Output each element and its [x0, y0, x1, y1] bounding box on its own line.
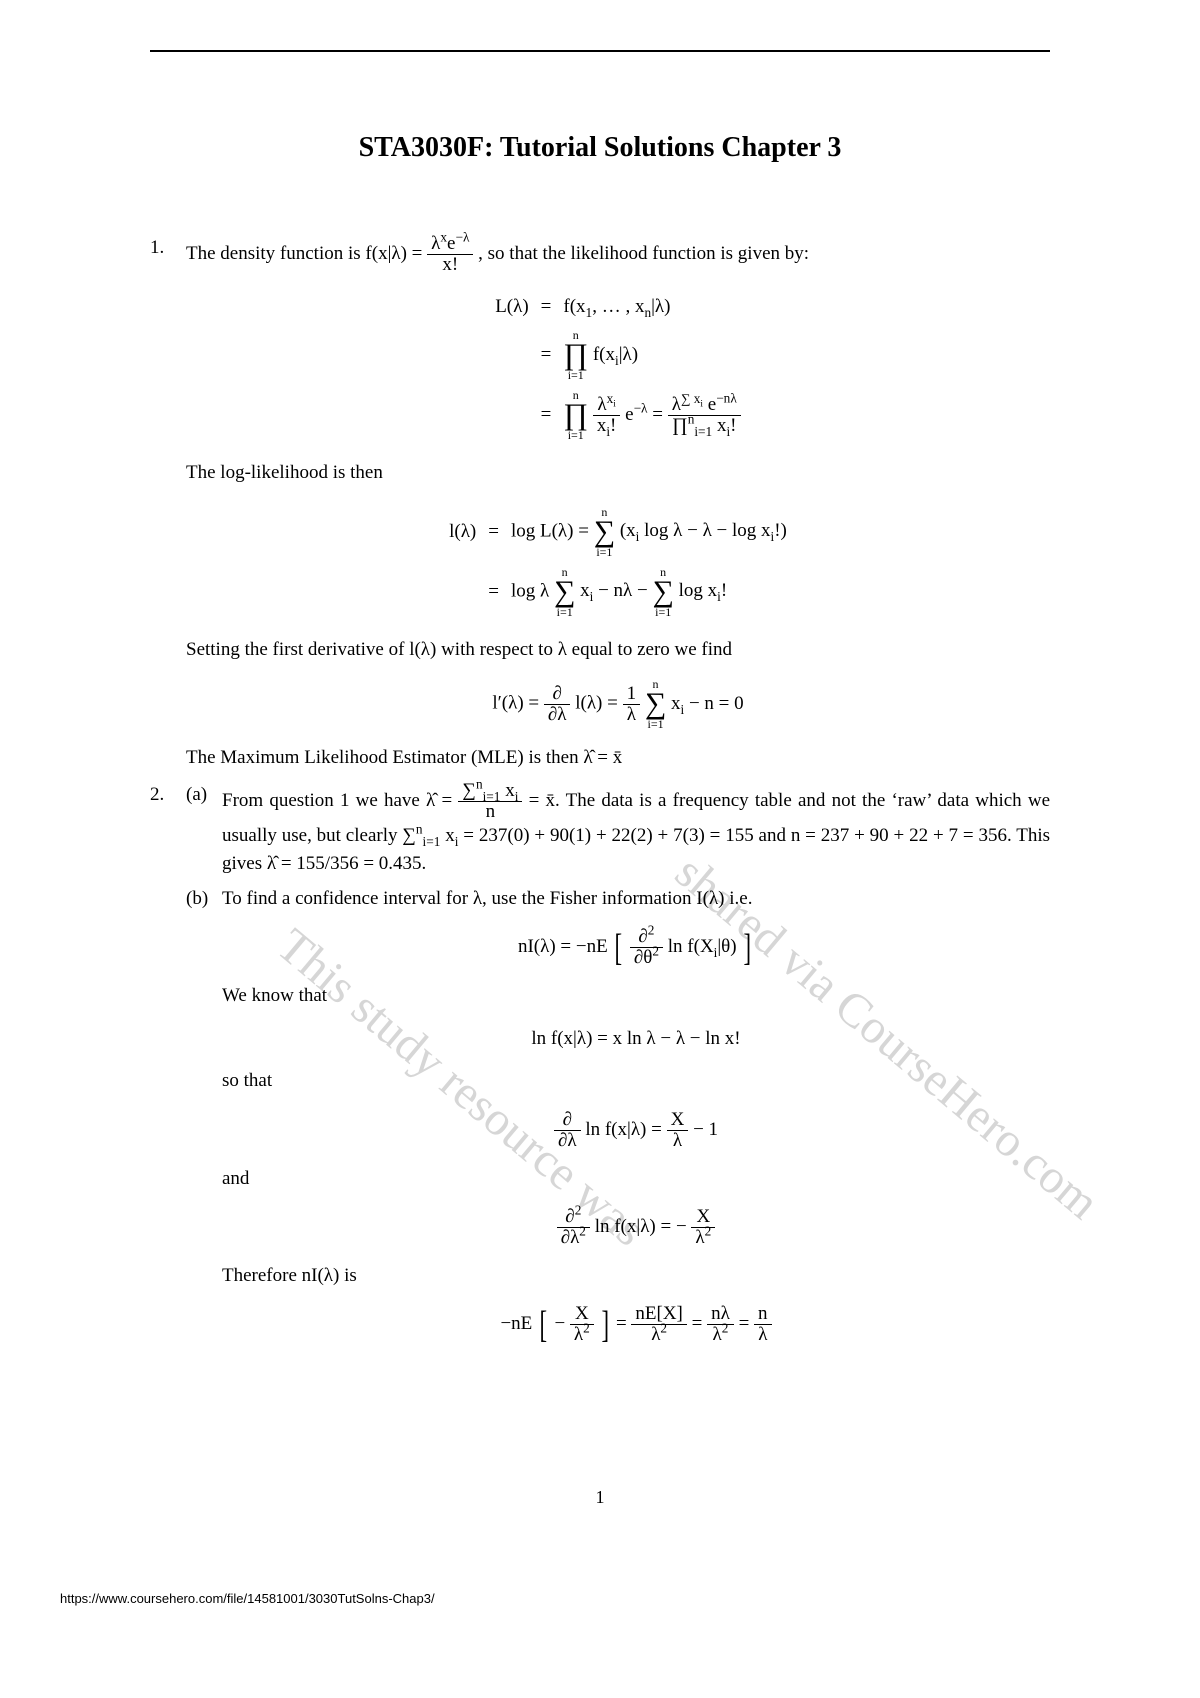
q2b-d2-rhs-frac: X λ2 [691, 1207, 715, 1248]
q2b-we-know: We know that [222, 982, 1050, 1011]
q2a-prefix: From question 1 we have λ̂ = [222, 790, 458, 811]
q2-body: (a) From question 1 we have λ̂ = ∑ni=1 x… [186, 781, 1050, 1365]
q1-density-fn: f(x|λ) = [365, 243, 427, 264]
q2-number: 2. [150, 781, 186, 1365]
content: STA3030F: Tutorial Solutions Chapter 3 1… [150, 132, 1050, 1365]
q2b-d1-tail: − 1 [693, 1118, 718, 1139]
q2b-body: To find a confidence interval for λ, use… [222, 885, 1050, 1360]
sum-op-2: n ∑ i=1 [554, 566, 575, 618]
q2b-final-eq1: nE[X] λ2 [631, 1304, 686, 1345]
q2a: (a) From question 1 we have λ̂ = ∑ni=1 x… [186, 781, 1050, 879]
q1-loglik-eq: l(λ) = log L(λ) = n ∑ i=1 (xi lo [186, 502, 1050, 622]
q2b-d1-eq: ∂ ∂λ ln f(x|λ) = X λ − 1 [222, 1110, 1050, 1151]
page: shared via CourseHero.com This study res… [0, 0, 1200, 1698]
q1-loglik-intro: The log-likelihood is then [186, 459, 1050, 488]
body-text: 1. The density function is f(x|λ) = λxe−… [150, 234, 1050, 1365]
q2a-frac: ∑ni=1 xi n [458, 781, 522, 822]
q2b-final-eq2: nλ λ2 [707, 1304, 734, 1345]
prod-op-2: n ∏ i=1 [563, 389, 588, 441]
q1-density-den: x! [427, 254, 473, 275]
q1-density-frac: λxe−λ x! [427, 234, 473, 275]
q2b-and: and [222, 1165, 1050, 1194]
q1-ll-l1-b: (xi log λ − λ − log xi!) [620, 520, 787, 541]
q1-intro-prefix: The density function is [186, 243, 365, 264]
q1-likelihood-eq: L(λ) = f(x1, … , xn|λ) = n ∏ [186, 289, 1050, 446]
q1-lik-l1-rhs: f(x1, … , xn|λ) [563, 296, 670, 317]
q2b-d2-eq: ∂2 ∂λ2 ln f(x|λ) = − X λ2 [222, 1207, 1050, 1248]
q2b-fisher-tail: ln f(Xi|θ) [668, 936, 737, 957]
q2b-d1-rhs-frac: X λ [667, 1110, 689, 1151]
q1-ll-l2-b: xi − nλ − [580, 580, 652, 601]
q2b-fisher-frac: ∂2 ∂θ2 [630, 927, 663, 968]
prod-op-1: n ∏ i=1 [563, 329, 588, 381]
q1-lik-l3-frac: λxi xi! [593, 395, 621, 436]
q2b-final-pre: −nE [500, 1313, 537, 1334]
q2b-so-that: so that [222, 1067, 1050, 1096]
q1-body: The density function is f(x|λ) = λxe−λ x… [186, 234, 1050, 773]
q2a-number: (a) [186, 781, 222, 879]
q2b-d1-frac: ∂ ∂λ [554, 1110, 581, 1151]
sum-op-3: n ∑ i=1 [652, 566, 673, 618]
q2b-fisher-eq: nI(λ) = −nE [ ∂2 ∂θ2 ln f(Xi|θ) ] [222, 927, 1050, 968]
q1-lik-l3-tail: e−λ = [625, 404, 668, 425]
q1-density-num: λxe−λ [427, 234, 473, 254]
q2b-final-eq: −nE [ − X λ2 ] = nE[X] [222, 1304, 1050, 1345]
question-2: 2. (a) From question 1 we have λ̂ = ∑ni=… [150, 781, 1050, 1365]
sum-op-4: n ∑ i=1 [645, 678, 666, 730]
q2b-therefore: Therefore nI(λ) is [222, 1262, 1050, 1291]
q2b-fisher-lhs: nI(λ) = −nE [518, 936, 612, 957]
q1-mle-line: The Maximum Likelihood Estimator (MLE) i… [186, 744, 1050, 773]
q2b-final-inner: − [554, 1313, 565, 1334]
q1-ll-l2-c: log xi! [679, 580, 728, 601]
q2b-final-eq3: n λ [754, 1304, 772, 1345]
q2b-ln-eq: ln f(x|λ) = x ln λ − λ − ln x! [222, 1025, 1050, 1054]
page-number: 1 [0, 1487, 1200, 1508]
q1-ll-lhs: l(λ) [449, 521, 476, 542]
q2b-intro: To find a confidence interval for λ, use… [222, 888, 752, 909]
sum-op-1: n ∑ i=1 [594, 506, 615, 558]
q1-ll-l1-a: log L(λ) = [511, 520, 594, 541]
q1-lik-lhs: L(λ) [495, 296, 528, 317]
q1-intro-mid: , so that the likelihood function is giv… [478, 243, 809, 264]
q1-ll-l2-a: log λ [511, 580, 554, 601]
footer-url: https://www.coursehero.com/file/14581001… [60, 1591, 435, 1606]
q2b-d1-mid: ln f(x|λ) = [585, 1118, 666, 1139]
q1-deriv-frac2: 1 λ [623, 684, 641, 725]
q2a-body: From question 1 we have λ̂ = ∑ni=1 xi n … [222, 781, 1050, 879]
q1-deriv-eq: l′(λ) = ∂ ∂λ l(λ) = 1 λ n ∑ [186, 678, 1050, 730]
q1-lik-l2-rhs: f(xi|λ) [593, 344, 638, 365]
q2b-final-lhs-frac: X λ2 [570, 1304, 594, 1345]
q1-lik-l3-bigfrac: λ∑ xi e−nλ ∏ni=1 xi! [668, 395, 741, 436]
q1-deriv-frac1: ∂ ∂λ [544, 684, 571, 725]
page-title: STA3030F: Tutorial Solutions Chapter 3 [150, 132, 1050, 164]
q1-number: 1. [150, 234, 186, 773]
q1-deriv-tail: xi − n = 0 [671, 693, 744, 714]
q1-deriv-mid: l(λ) = [575, 693, 622, 714]
q2b-d2-frac: ∂2 ∂λ2 [557, 1207, 590, 1248]
q2b-number: (b) [186, 885, 222, 1360]
q1-deriv-lhs: l′(λ) = [492, 693, 544, 714]
q2b: (b) To find a confidence interval for λ,… [186, 885, 1050, 1360]
top-rule [150, 50, 1050, 52]
q2b-d2-mid: ln f(x|λ) = − [595, 1216, 687, 1237]
question-1: 1. The density function is f(x|λ) = λxe−… [150, 234, 1050, 773]
q1-deriv-intro: Setting the first derivative of l(λ) wit… [186, 636, 1050, 665]
